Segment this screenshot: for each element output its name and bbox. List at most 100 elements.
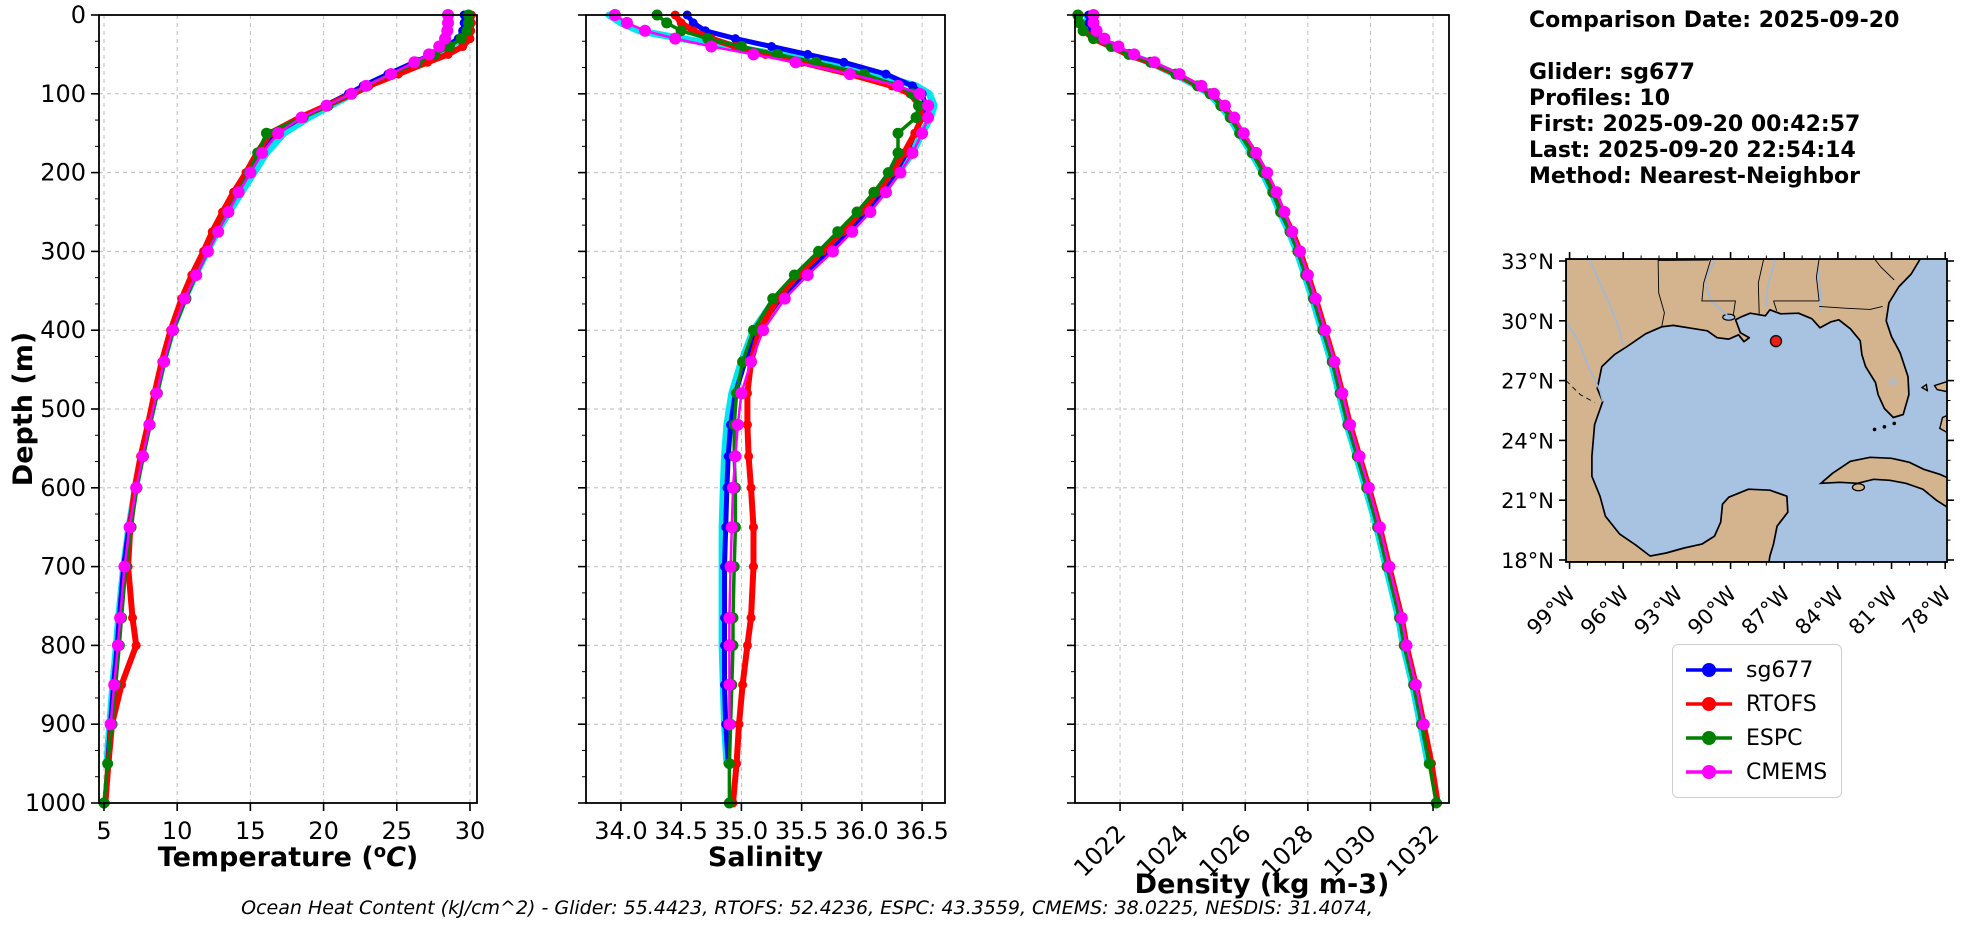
mexico-state-border: [1566, 380, 1595, 403]
density-series-sg677: [1084, 10, 1435, 769]
salinity-profile-plot: 34.0 34.5 35.0 35.5 36.0 36.5 Salinity: [578, 9, 949, 873]
svg-text:35.5: 35.5: [775, 817, 828, 845]
florida-keys: [1872, 427, 1877, 432]
salinity-series-glider-raw: [605, 11, 938, 768]
svg-text:33°N: 33°N: [1501, 250, 1554, 274]
bahamas-island: [1933, 380, 1947, 393]
temperature-series-CMEMS: [104, 9, 455, 731]
legend-line-marker-icon: [1686, 697, 1732, 711]
svg-text:30: 30: [455, 817, 486, 845]
temperature-profile-plot: 5 10 15 20 25 3001002003004005006007008009001…: [8, 1, 485, 873]
info-spacer: [1529, 34, 1899, 60]
florida-keys: [1892, 421, 1897, 426]
svg-text:34.5: 34.5: [654, 817, 707, 845]
state-border: [1874, 259, 1895, 281]
svg-text:15: 15: [235, 817, 266, 845]
bahamas-island: [1938, 414, 1947, 434]
svg-text:90°W: 90°W: [1683, 581, 1741, 639]
svg-text:500: 500: [40, 395, 86, 423]
legend-label: CMEMS: [1746, 759, 1828, 785]
first-time-text: First: 2025-09-20 00:42:57: [1529, 112, 1861, 137]
florida-keys: [1882, 425, 1887, 429]
svg-text:Depth (m): Depth (m): [8, 332, 39, 486]
state-border: [1757, 259, 1765, 314]
legend-line-marker-icon: [1686, 663, 1732, 677]
svg-text:10: 10: [162, 817, 193, 845]
svg-text:5: 5: [96, 817, 111, 845]
svg-text:87°W: 87°W: [1737, 581, 1795, 639]
svg-text:600: 600: [40, 474, 86, 502]
legend-label: RTOFS: [1746, 691, 1817, 717]
svg-text:27°N: 27°N: [1501, 370, 1554, 394]
density-series-glider-raw: [1083, 11, 1432, 768]
svg-text:20: 20: [308, 817, 339, 845]
salinity-series-CMEMS: [608, 9, 935, 731]
svg-text:96°W: 96°W: [1576, 581, 1634, 639]
svg-text:24°N: 24°N: [1501, 429, 1554, 453]
svg-text:200: 200: [40, 159, 86, 187]
svg-text:1000: 1000: [25, 789, 86, 817]
method-text: Method: Nearest-Neighbor: [1529, 164, 1860, 189]
bahamas-island: [1920, 383, 1929, 392]
state-border: [1773, 300, 1778, 311]
gulf-of-mexico-map: 33°N 30°N 27°N 24°N 21°N 18°N 99°W96°W93°W90°W…: [1501, 250, 1956, 640]
legend-line-marker-icon: [1686, 765, 1732, 779]
legend-entry-CMEMS: CMEMS: [1684, 756, 1827, 788]
svg-text:78°W: 78°W: [1898, 581, 1956, 639]
legend-line-marker-icon: [1686, 731, 1732, 745]
svg-text:Salinity: Salinity: [708, 842, 824, 873]
svg-text:30°N: 30°N: [1501, 310, 1554, 334]
legend-box: sg677 RTOFS ESPC CMEMS: [1672, 644, 1843, 798]
svg-text:84°W: 84°W: [1790, 581, 1848, 639]
map-canvas: [1566, 259, 1947, 562]
svg-text:100: 100: [40, 80, 86, 108]
state-border: [1815, 259, 1820, 301]
legend-entry-ESPC: ESPC: [1684, 722, 1827, 754]
svg-text:800: 800: [40, 631, 86, 659]
river: [1566, 321, 1604, 402]
svg-text:700: 700: [40, 553, 86, 581]
river: [1765, 259, 1777, 307]
svg-text:18°N: 18°N: [1501, 549, 1554, 573]
glider-id-text: Glider: sg677: [1529, 60, 1695, 85]
mainland-coastline: [1566, 259, 1922, 562]
svg-text:300: 300: [40, 237, 86, 265]
svg-text:900: 900: [40, 710, 86, 738]
legend-label: ESPC: [1746, 725, 1803, 751]
profiles-count-text: Profiles: 10: [1529, 86, 1671, 111]
svg-text:21°N: 21°N: [1501, 489, 1554, 513]
state-border: [1701, 259, 1736, 316]
svg-text:400: 400: [40, 316, 86, 344]
legend-entry-sg677: sg677: [1684, 654, 1827, 686]
isle-of-youth: [1851, 483, 1866, 492]
state-border: [1657, 259, 1665, 327]
svg-text:34.0: 34.0: [594, 817, 647, 845]
river: [1588, 259, 1624, 346]
svg-text:36.5: 36.5: [895, 817, 948, 845]
svg-text:93°W: 93°W: [1629, 581, 1687, 639]
svg-text:1022: 1022: [1068, 819, 1131, 882]
glider-location-marker: [1769, 334, 1783, 348]
lake-okeechobee: [1888, 377, 1898, 387]
svg-text:35.0: 35.0: [715, 817, 768, 845]
density-series-ESPC: [1072, 9, 1442, 809]
svg-text:25: 25: [382, 817, 413, 845]
svg-text:0: 0: [71, 1, 86, 29]
legend-entry-RTOFS: RTOFS: [1684, 688, 1827, 720]
ohc-caption: Ocean Heat Content (kJ/cm^2) - Glider: 5…: [241, 897, 1373, 919]
svg-text:99°W: 99°W: [1522, 581, 1580, 639]
density-series-CMEMS: [1087, 9, 1430, 731]
comparison-date-text: Comparison Date: 2025-09-20: [1529, 8, 1900, 33]
state-border: [1658, 259, 1710, 262]
state-border: [1819, 305, 1883, 310]
svg-text:Temperature (oC): Temperature (oC): [158, 841, 419, 873]
svg-text:81°W: 81°W: [1844, 581, 1902, 639]
info-panel: Comparison Date: 2025-09-20 Glider: sg67…: [1529, 8, 1899, 190]
last-time-text: Last: 2025-09-20 22:54:14: [1529, 138, 1856, 163]
svg-text:36.0: 36.0: [835, 817, 888, 845]
svg-text:1032: 1032: [1381, 819, 1444, 882]
cuba-coastline: [1818, 456, 1947, 509]
legend-label: sg677: [1746, 657, 1814, 683]
